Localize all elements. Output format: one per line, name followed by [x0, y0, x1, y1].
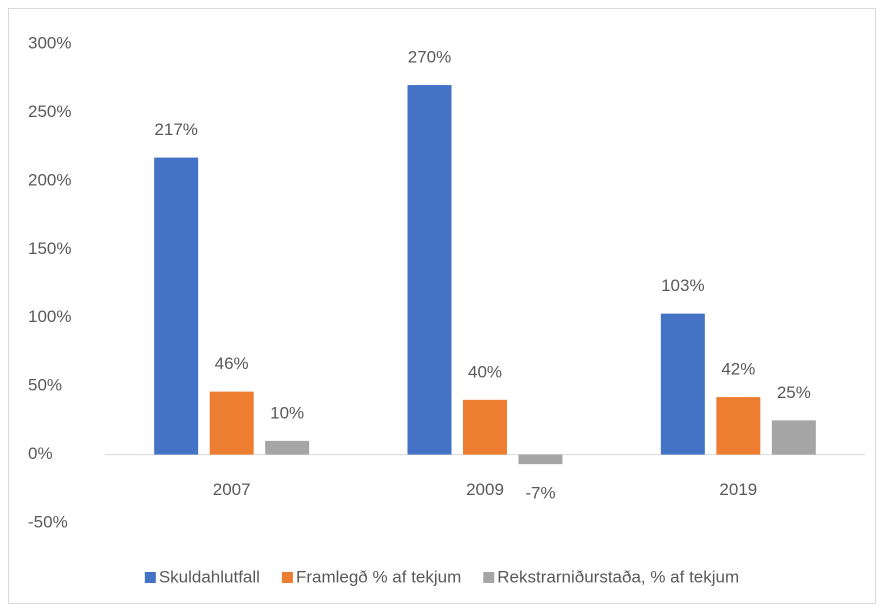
bar [407, 85, 452, 455]
legend-label: Framlegð % af tekjum [296, 567, 461, 586]
bar [771, 420, 816, 455]
y-tick-label: 300% [28, 33, 71, 52]
y-tick-label: -50% [28, 512, 68, 531]
legend-label: Skuldahlutfall [159, 567, 260, 586]
data-label: 46% [215, 354, 249, 373]
data-label: 270% [408, 48, 451, 67]
y-tick-label: 50% [28, 376, 62, 395]
legend-label: Rekstrarniðurstaða, % af tekjum [497, 567, 739, 586]
bar [154, 157, 199, 455]
data-label: -7% [525, 484, 555, 503]
bar [716, 397, 761, 455]
legend-swatch [483, 572, 495, 583]
bar [660, 313, 705, 455]
data-label: 217% [154, 120, 197, 139]
x-tick-label: 2019 [719, 480, 757, 499]
y-tick-label: 0% [28, 444, 53, 463]
data-label: 42% [721, 360, 755, 379]
x-tick-label: 2009 [466, 480, 504, 499]
data-label: 40% [468, 362, 502, 381]
y-tick-label: 200% [28, 170, 71, 189]
bar [518, 454, 563, 465]
y-tick-label: 100% [28, 307, 71, 326]
bar [265, 440, 310, 455]
legend-swatch [144, 572, 156, 583]
y-tick-label: 250% [28, 102, 71, 121]
x-tick-label: 2007 [213, 480, 251, 499]
bar [463, 399, 507, 455]
data-label: 25% [777, 383, 811, 402]
data-label: 10% [270, 403, 304, 422]
bar [209, 391, 254, 455]
legend-swatch [281, 572, 293, 583]
y-tick-label: 150% [28, 239, 71, 258]
data-label: 103% [661, 276, 704, 295]
